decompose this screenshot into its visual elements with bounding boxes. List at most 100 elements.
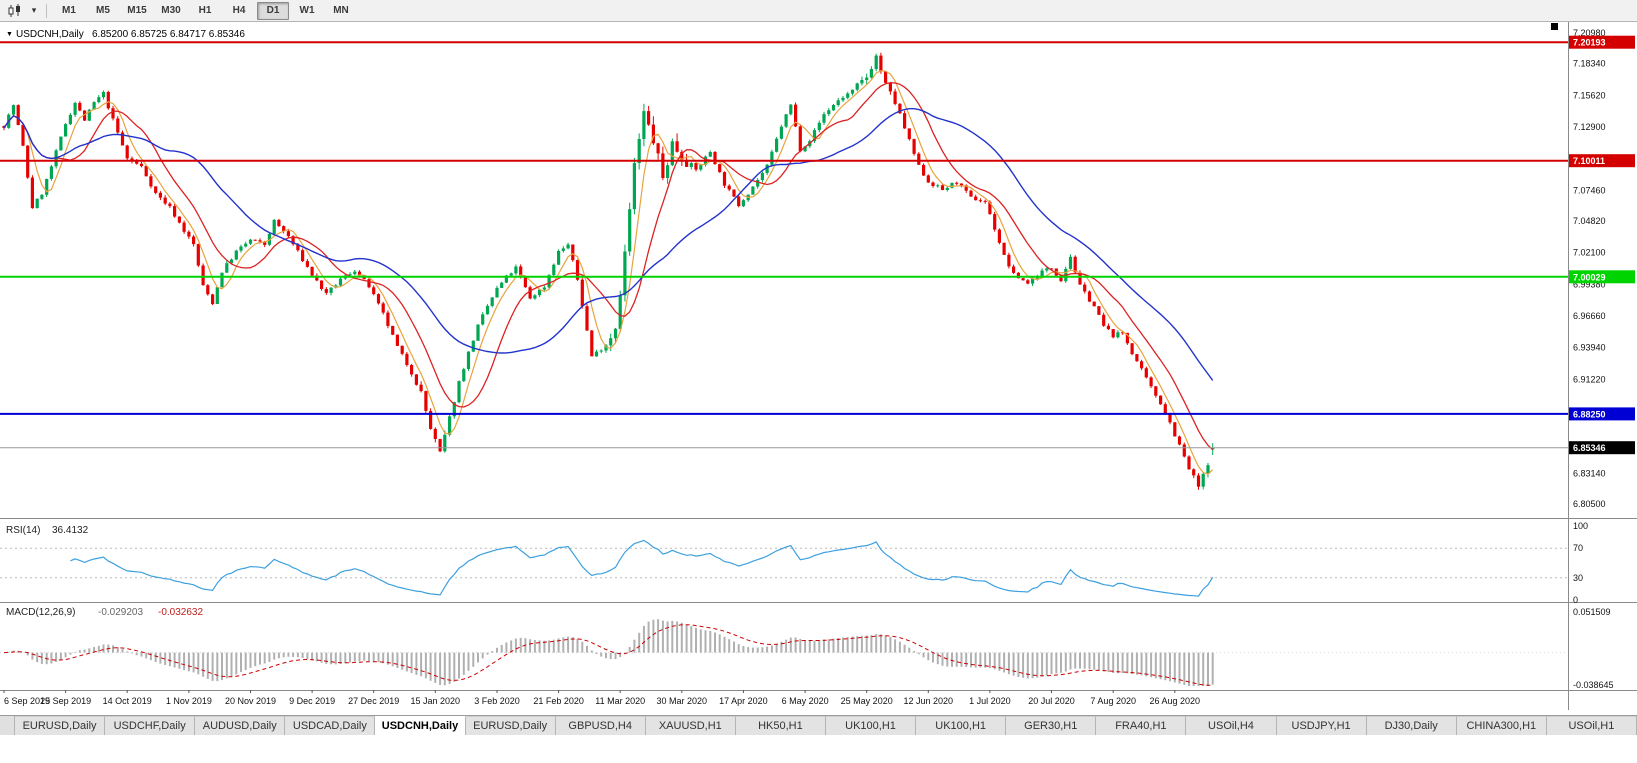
toolbar-separator [46,3,47,18]
date-axis-label: 6 Sep 2019 [4,696,50,706]
chart-title-symbol: USDCNH,Daily [16,29,84,40]
chart-tab-usdjpy-h1[interactable]: USDJPY,H1 [1276,716,1367,735]
moving-average-lines [3,70,1214,475]
timeframe-button-mn[interactable]: MN [333,5,349,16]
date-axis-label: 17 Apr 2020 [719,696,768,706]
chart-tab-usoil-h1[interactable]: USOil,H1 [1546,716,1637,735]
date-axis-label: 26 Aug 2020 [1150,696,1201,706]
price-axis-tick: 6.93940 [1573,343,1606,353]
price-badge-label: 6.88250 [1573,409,1606,419]
price-axis-tick: 6.99380 [1573,279,1606,289]
chart-type-button[interactable] [4,1,26,20]
macd-main-value: -0.029203 [98,607,143,618]
date-axis-label: 27 Dec 2019 [348,696,399,706]
timeframe-button-m30[interactable]: M30 [161,5,181,16]
chart-tab-bar: EURUSD,Daily USDCHF,Daily AUDUSD,Daily USDC… [0,715,1637,735]
price-axis-tick: 7.20980 [1573,28,1606,38]
macd-label: MACD(12,26,9) [6,607,75,618]
timeframe-button-w1[interactable]: W1 [299,5,315,16]
rsi-axis-tick: 30 [1573,573,1583,583]
date-axis-label: 12 Jun 2020 [904,696,954,706]
timeframe-button-h4[interactable]: H4 [232,5,246,16]
price-axis-tick: 7.15620 [1573,90,1606,100]
chart-type-dropdown-icon[interactable]: ▾ [31,5,37,15]
timeframe-button-m1[interactable]: M1 [62,5,76,16]
chart-tab-xauusd-h1[interactable]: XAUUSD,H1 [645,716,736,735]
macd-axis-tick-max: 0.051509 [1573,607,1611,617]
chart-tab-usdcad-daily[interactable]: USDCAD,Daily [285,716,376,735]
price-axis-tick: 6.96660 [1573,311,1606,321]
chart-tab-eurusd-daily[interactable]: EURUSD,Daily [15,716,106,735]
chart-axes: 7.20980 7.18340 7.15620 7.12900 7.07460 7.048… [0,22,1637,710]
chart-tab-usoil-h4[interactable]: USOil,H4 [1186,716,1277,735]
chart-tab-gbpusd-h4[interactable]: GBPUSD,H4 [555,716,646,735]
date-axis-label: 20 Jul 2020 [1028,696,1075,706]
timeframe-button-m5[interactable]: M5 [96,5,110,16]
date-axis-label: 25 Sep 2019 [40,696,91,706]
timeframe-button-m15[interactable]: M15 [127,5,147,16]
tab-scroll-button[interactable] [0,716,15,735]
bottom-filler [0,735,1637,763]
price-badge-label: 7.00029 [1573,272,1606,282]
date-axis-label: 11 Mar 2020 [595,696,645,706]
chart-tab-china300-h1[interactable]: CHINA300,H1 [1456,716,1547,735]
date-axis-label: 3 Feb 2020 [474,696,520,706]
chart-canvas[interactable]: 7.20980 7.18340 7.15620 7.12900 7.07460 7.048… [0,22,1637,710]
price-axis-tick: 7.02100 [1573,248,1606,258]
price-axis-tick: 7.07460 [1573,185,1606,195]
macd-indicator [0,619,1568,686]
date-axis-label: 25 May 2020 [841,696,893,706]
date-axis-label: 1 Nov 2019 [166,696,212,706]
price-badge [1569,35,1635,49]
symbol-dropdown-icon[interactable]: ▼ [6,31,13,38]
date-axis-label: 6 May 2020 [782,696,829,706]
candlestick-series [2,52,1215,490]
chart-tab-hk50-h1[interactable]: HK50,H1 [735,716,826,735]
date-axis-label: 7 Aug 2020 [1090,696,1136,706]
price-badge [1569,270,1635,284]
timeframe-group: M1 M5 M15 M30 H1 H4 D1 W1 MN [53,1,357,20]
date-axis-label: 30 Mar 2020 [657,696,708,706]
horizontal-level-lines [0,41,1568,449]
chart-shift-marker[interactable] [1551,23,1558,30]
chart-tab-usdcnh-daily[interactable]: USDCNH,Daily [375,716,466,735]
chart-tab-ger30-h1[interactable]: GER30,H1 [1006,716,1097,735]
price-axis-tick: 6.80500 [1573,499,1606,509]
price-badge-label: 6.85346 [1573,443,1606,453]
date-axis-label: 15 Jan 2020 [411,696,461,706]
macd-axis-tick-min: -0.038645 [1573,680,1614,690]
price-badge [1569,154,1635,168]
timeframe-button-d1[interactable]: D1 [257,1,289,20]
price-badge-label: 7.20193 [1573,38,1606,48]
chart-tab-uk100-h1[interactable]: UK100,H1 [825,716,917,735]
chart-tab-uk100-h1[interactable]: UK100,H1 [916,716,1007,735]
timeframe-button-h1[interactable]: H1 [198,5,212,16]
rsi-value: 36.4132 [52,525,89,536]
price-badge-label: 7.10011 [1573,156,1605,166]
macd-signal-value: -0.032632 [158,607,203,618]
rsi-indicator [0,539,1568,597]
candlestick-icon [8,3,20,17]
price-axis-tick: 6.91220 [1573,374,1606,384]
chart-tab-usdchf-daily[interactable]: USDCHF,Daily [105,716,196,735]
price-axis-tick: 7.04820 [1573,216,1606,226]
price-axis-tick: 7.12900 [1573,122,1606,132]
chart-title-ohlc: 6.85200 6.85725 6.84717 6.85346 [92,29,245,40]
chart-tab-audusd-daily[interactable]: AUDUSD,Daily [195,716,286,735]
price-axis-tick: 7.18340 [1573,59,1606,69]
date-axis-label: 20 Nov 2019 [225,696,276,706]
toolbar: ▾ M1 M5 M15 M30 H1 H4 D1 W1 MN [0,0,1637,22]
date-axis-label: 14 Oct 2019 [103,696,152,706]
price-badge [1569,407,1635,421]
rsi-axis-tick: 70 [1573,543,1583,553]
chart-tab-fra40-h1[interactable]: FRA40,H1 [1096,716,1187,735]
date-axis-label: 1 Jul 2020 [969,696,1011,706]
rsi-label: RSI(14) [6,525,40,536]
date-axis-label: 9 Dec 2019 [289,696,335,706]
chart-tab-dj30-daily[interactable]: DJ30,Daily [1366,716,1457,735]
price-axis-tick: 6.83140 [1573,468,1606,478]
rsi-axis-tick: 0 [1573,595,1578,605]
rsi-axis-tick: 100 [1573,521,1588,531]
chart-tab-eurusd-daily[interactable]: EURUSD,Daily [465,716,556,735]
date-axis-label: 21 Feb 2020 [533,696,584,706]
